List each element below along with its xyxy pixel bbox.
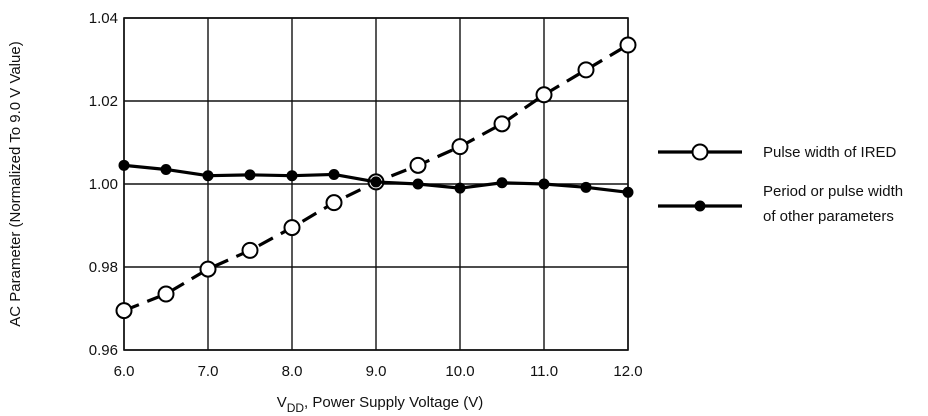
open-circle-point (241, 241, 259, 259)
legend-entry-1: Pulse width of IRED (658, 143, 897, 161)
filled-circle-point (160, 163, 172, 175)
legend-label-line: Period or pulse width (763, 183, 903, 200)
filled-circle-point (118, 159, 130, 171)
x-axis-label: VDD, Power Supply Voltage (V) (277, 394, 484, 415)
x-tick-label: 11.0 (530, 363, 558, 380)
legend: Pulse width of IRED Period or pulse width… (658, 143, 903, 225)
open-circle-point (157, 285, 175, 303)
filled-circle-point (622, 186, 634, 198)
filled-circle-point (580, 181, 592, 193)
filled-circle-point (328, 168, 340, 180)
open-circle-point (283, 219, 301, 237)
x-tick-label: 7.0 (198, 363, 219, 380)
filled-circle-point (496, 177, 508, 189)
x-axis-label-rest: , Power Supply Voltage (V) (304, 394, 483, 411)
open-circle-point (493, 115, 511, 133)
legend-entry-2: Period or pulse width of other parameters (658, 183, 903, 225)
filled-circle-point (454, 182, 466, 194)
x-tick-label: 6.0 (114, 363, 135, 380)
y-tick-label: 0.96 (89, 342, 118, 359)
series-layer (115, 36, 637, 320)
filled-circle-point (244, 169, 256, 181)
open-circle-point (577, 61, 595, 79)
legend-label-line: of other parameters (763, 208, 894, 225)
filled-circle-point (202, 170, 214, 182)
x-tick-labels: 6.0 7.0 8.0 9.0 10.0 11.0 12.0 (114, 363, 643, 380)
filled-circle-point (412, 178, 424, 190)
open-circle-point (619, 36, 637, 54)
filled-circle-point (370, 176, 382, 188)
x-axis-label-main: V (277, 394, 287, 411)
open-circle-point (325, 194, 343, 212)
y-tick-label: 1.04 (89, 10, 118, 27)
filled-circle-point (538, 178, 550, 190)
filled-circle-point (286, 170, 298, 182)
y-tick-label: 1.02 (89, 93, 118, 110)
y-tick-label: 0.98 (89, 259, 118, 276)
open-circle-point (451, 138, 469, 156)
x-tick-label: 10.0 (445, 363, 474, 380)
legend-filled-circle-marker (694, 200, 706, 212)
series-2 (118, 159, 634, 198)
open-circle-point (199, 260, 217, 278)
open-circle-point (115, 302, 133, 320)
x-axis-label-subscript: DD (287, 401, 305, 415)
y-axis-label: AC Parameter (Normalized To 9.0 V Value) (7, 41, 24, 326)
x-tick-label: 8.0 (282, 363, 303, 380)
x-tick-label: 9.0 (366, 363, 387, 380)
plot-area-frame (123, 17, 629, 351)
x-tick-label: 12.0 (613, 363, 642, 380)
open-circle-point (409, 156, 427, 174)
y-tick-label: 1.00 (89, 176, 118, 193)
legend-label: Pulse width of IRED (763, 144, 897, 161)
open-circle-point (535, 86, 553, 104)
legend-open-circle-marker (691, 143, 709, 161)
y-tick-labels: 0.96 0.98 1.00 1.02 1.04 (89, 10, 118, 359)
